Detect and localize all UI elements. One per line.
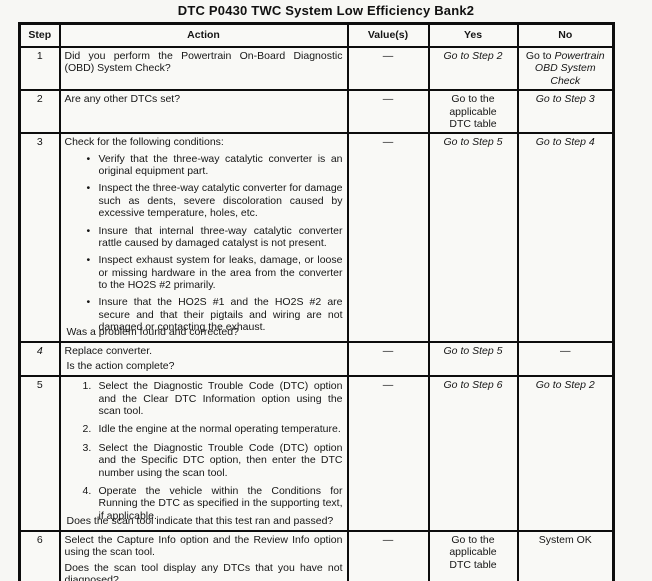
- step-number: 5: [18, 375, 61, 532]
- bullet-icon: •: [86, 254, 91, 267]
- procedure-list: 1. Select the Diagnostic Trouble Code (DT…: [65, 380, 343, 522]
- yes-directive: Go to Step 5: [443, 136, 503, 149]
- diagnostic-table: Step Action Value(s) Yes No 1 Did you pe…: [18, 22, 615, 581]
- action-cell: Select the Capture Info option and the R…: [58, 530, 349, 581]
- action-cell: Did you perform the Powertrain On-Board …: [58, 45, 349, 92]
- no-directive: —: [560, 345, 571, 358]
- value-cell: —: [346, 89, 430, 135]
- table-row-step2: 2 Are any other DTCs set? — Go to the ap…: [18, 89, 615, 135]
- action-instruction: Select the Capture Info option and the R…: [64, 534, 343, 559]
- header-no: No: [516, 22, 615, 48]
- header-yes: Yes: [427, 22, 519, 48]
- step-number: 1: [18, 45, 61, 92]
- value-cell: —: [346, 132, 430, 344]
- list-item: • Insure that internal three-way catalyti…: [86, 224, 343, 249]
- bullet-icon: •: [86, 152, 91, 165]
- no-cell: —: [516, 341, 615, 378]
- yes-cell: Go to Step 6: [427, 375, 519, 532]
- yes-directive: Go to Step 2: [443, 50, 503, 62]
- no-cell: System OK: [516, 530, 615, 581]
- step-number: 3: [18, 132, 61, 344]
- action-instruction: Replace converter.: [64, 345, 153, 358]
- table-row-step5: 5 1. Select the Diagnostic Trouble Code (…: [18, 375, 615, 532]
- step-number: 6: [18, 530, 61, 581]
- yes-directive: Go to the applicable DTC table: [449, 534, 497, 571]
- action-question: Did you perform the Powertrain On-Board …: [64, 50, 343, 75]
- no-cell: Go to Powertrain OBD System Check: [516, 45, 615, 92]
- no-cell: Go to Step 4: [516, 132, 615, 344]
- value-cell: —: [346, 375, 430, 532]
- header-action: Action: [58, 22, 349, 48]
- table-row-step3: 3 Check for the following conditions: • V…: [18, 132, 615, 344]
- action-cell: Check for the following conditions: • Ver…: [58, 132, 349, 344]
- bullet-icon: •: [86, 224, 91, 237]
- list-item: 4. Operate the vehicle within the Conditi…: [82, 484, 343, 522]
- step-number: 2: [18, 89, 61, 135]
- no-cell: Go to Step 2: [516, 375, 615, 532]
- list-item: 3. Select the Diagnostic Trouble Code (DT…: [82, 441, 343, 479]
- action-cell: Are any other DTCs set?: [58, 89, 349, 135]
- action-question: Is the action complete?: [66, 359, 175, 372]
- action-question: Does the scan tool display any DTCs that…: [64, 561, 343, 581]
- step-number: 4: [18, 341, 61, 378]
- no-directive: Go to Step 4: [535, 136, 595, 149]
- action-intro: Check for the following conditions:: [64, 136, 224, 149]
- bullet-icon: •: [86, 182, 91, 195]
- condition-list: • Verify that the three-way catalytic con…: [65, 153, 343, 334]
- action-cell: 1. Select the Diagnostic Trouble Code (DT…: [58, 375, 349, 532]
- value-cell: —: [346, 341, 430, 378]
- action-question: Does the scan tool indicate that this te…: [66, 514, 334, 527]
- value-cell: —: [346, 530, 430, 581]
- list-item: • Inspect the three-way catalytic convert…: [86, 182, 343, 220]
- table-row-step6: 6 Select the Capture Info option and the…: [18, 530, 615, 581]
- list-item: • Inspect exhaust system for leaks, damag…: [86, 254, 343, 291]
- bullet-icon: •: [86, 296, 91, 309]
- yes-cell: Go to the applicable DTC table: [427, 530, 519, 581]
- yes-directive: Go to Step 5: [443, 345, 503, 358]
- list-item: 1. Select the Diagnostic Trouble Code (DT…: [82, 380, 343, 417]
- list-item: 2. Idle the engine at the normal operatin…: [82, 423, 341, 436]
- no-cell: Go to Step 3: [516, 89, 615, 135]
- action-question: Was a problem found and corrected?: [66, 325, 239, 338]
- table-row-step4: 4 Replace converter. Is the action compl…: [18, 341, 615, 378]
- no-directive: Go to Powertrain OBD System Check: [525, 50, 605, 87]
- yes-directive: Go to Step 6: [443, 379, 503, 392]
- table-row-step1: 1 Did you perform the Powertrain On-Boar…: [18, 45, 615, 92]
- header-row: Step Action Value(s) Yes No: [18, 22, 615, 48]
- value-cell: —: [346, 45, 430, 92]
- no-directive: System OK: [538, 534, 592, 546]
- yes-directive: Go to the applicable DTC table: [449, 93, 497, 130]
- header-values: Value(s): [346, 22, 430, 48]
- header-step: Step: [18, 22, 61, 48]
- no-directive: Go to Step 3: [535, 93, 595, 106]
- yes-cell: Go to Step 2: [427, 45, 519, 92]
- yes-cell: Go to the applicable DTC table: [427, 89, 519, 135]
- list-item: • Verify that the three-way catalytic con…: [86, 152, 343, 177]
- page-title: DTC P0430 TWC System Low Efficiency Bank…: [177, 3, 475, 18]
- action-question: Are any other DTCs set?: [64, 93, 181, 106]
- no-directive: Go to Step 2: [535, 379, 595, 392]
- yes-cell: Go to Step 5: [427, 341, 519, 378]
- list-item: • Insure that the HO2S #1 and the HO2S #2…: [86, 296, 343, 334]
- action-cell: Replace converter. Is the action complet…: [58, 341, 349, 378]
- yes-cell: Go to Step 5: [427, 132, 519, 344]
